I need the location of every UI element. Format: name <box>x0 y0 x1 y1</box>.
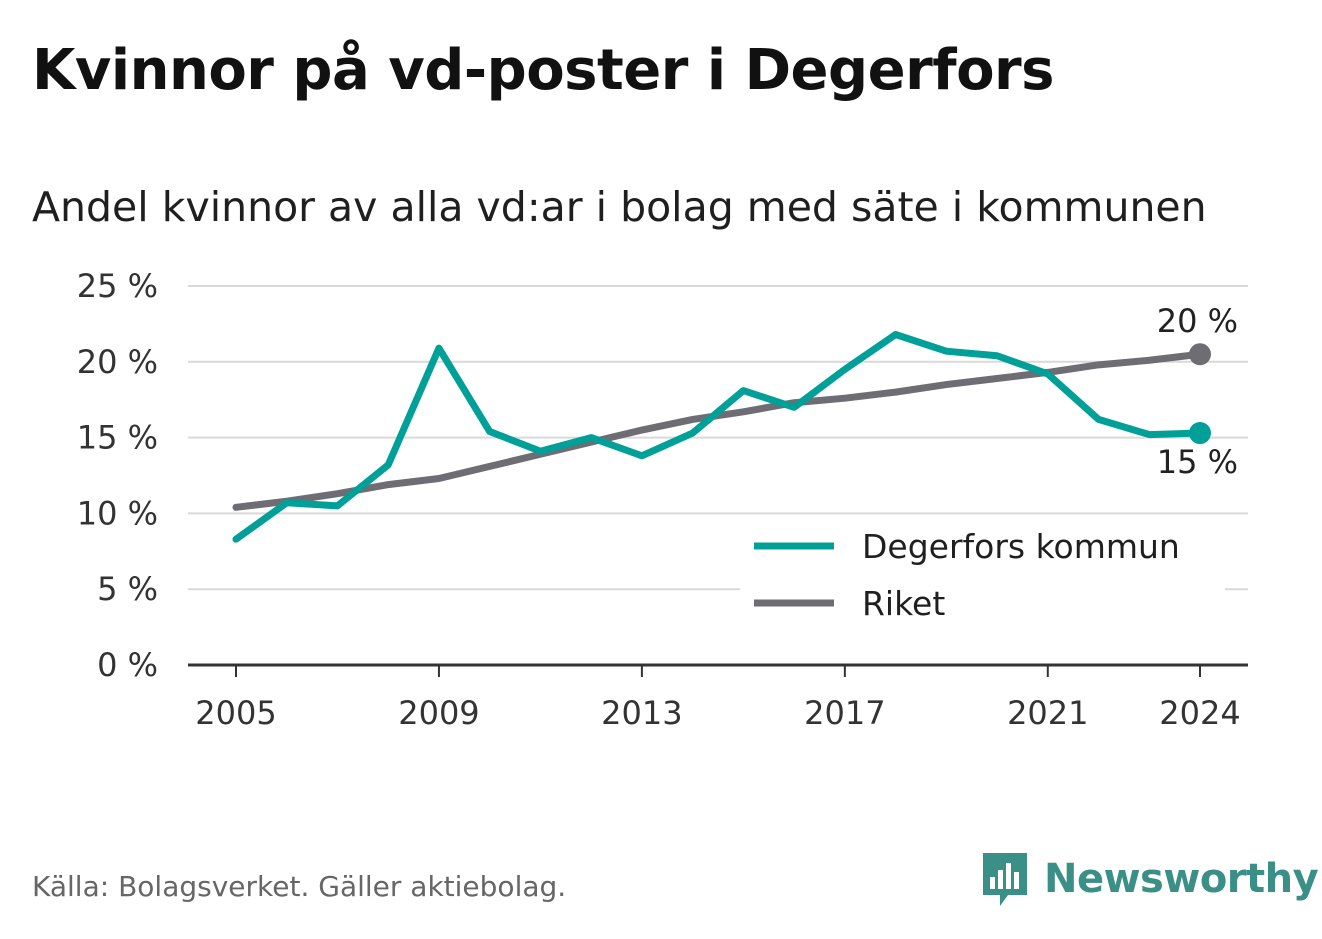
end-label-degerfors: 15 % <box>1157 443 1238 481</box>
grid-lines <box>188 285 1248 591</box>
y-tick-label: 5 % <box>97 570 158 608</box>
end-label-riket: 20 % <box>1157 302 1238 340</box>
end-point-degerfors <box>1189 422 1211 445</box>
chart-subtitle: Andel kvinnor av alla vd:ar i bolag med … <box>32 183 1207 231</box>
legend-label-degerfors: Degerfors kommun <box>862 527 1180 566</box>
y-tick-label: 15 % <box>77 419 158 457</box>
brand-name: Newsworthy <box>1044 856 1319 902</box>
x-tick-label: 2005 <box>195 694 276 732</box>
series-lines <box>232 331 1204 543</box>
end-point-riket <box>1189 343 1211 366</box>
x-tick-label: 2024 <box>1159 694 1240 732</box>
x-tick-label: 2009 <box>398 694 479 732</box>
end-markers: 20 % 15 % <box>1157 302 1238 481</box>
x-tick-label: 2013 <box>601 694 682 732</box>
legend: Degerfors kommun Riket <box>740 515 1225 635</box>
brand-logo[interactable]: Newsworthy <box>980 850 1319 908</box>
y-tick-label: 25 % <box>77 267 158 305</box>
x-axis: 2005 2009 2013 2017 2021 2024 <box>188 663 1248 732</box>
x-tick-label: 2017 <box>804 694 885 732</box>
legend-label-riket: Riket <box>862 584 945 623</box>
legend-background <box>740 515 1225 635</box>
y-tick-label: 0 % <box>97 646 158 684</box>
y-tick-label: 20 % <box>77 343 158 381</box>
y-tick-label: 10 % <box>77 494 158 532</box>
x-tick-label: 2021 <box>1007 694 1088 732</box>
y-axis: 0 % 5 % 10 % 15 % 20 % 25 % <box>77 267 158 684</box>
chart-title: Kvinnor på vd-poster i Degerfors <box>32 38 1055 103</box>
newsworthy-logo-icon <box>983 853 1027 906</box>
source-note: Källa: Bolagsverket. Gäller aktiebolag. <box>32 870 567 903</box>
series-line-degerfors <box>232 331 1204 543</box>
